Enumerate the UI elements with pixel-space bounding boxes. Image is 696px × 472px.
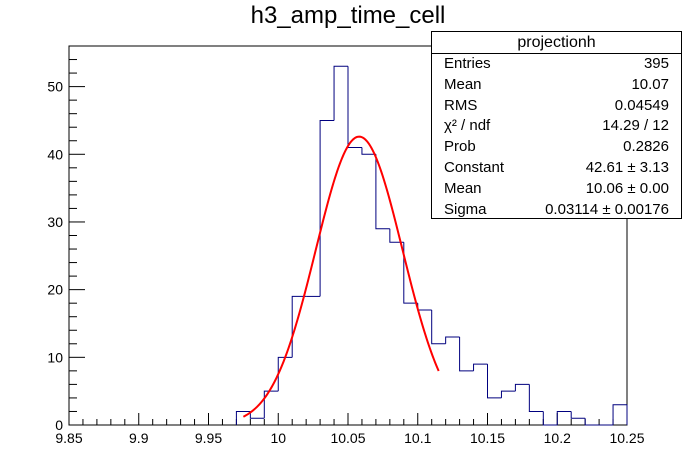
- stats-row-value: 0.03114 ± 0.00176: [545, 200, 669, 218]
- stats-row: Mean 10.07: [432, 75, 681, 96]
- stats-row: Sigma 0.03114 ± 0.00176: [432, 200, 681, 221]
- x-tick-label: 9.9: [129, 430, 149, 446]
- stats-row-label: RMS: [444, 96, 478, 114]
- stats-row: RMS 0.04549: [432, 96, 681, 117]
- stats-row: Mean 10.06 ± 0.00: [432, 179, 681, 200]
- histogram-bin: [570, 411, 586, 419]
- y-tick-label: 30: [47, 214, 63, 230]
- stats-row-value: 0.2826: [623, 138, 669, 156]
- histogram-bin: [249, 411, 265, 419]
- histogram-bin: [514, 383, 530, 392]
- stats-row: Constant 42.61 ± 3.13: [432, 158, 681, 179]
- chart-title: h3_amp_time_cell: [250, 2, 446, 29]
- stats-row-value: 0.04549: [614, 96, 669, 114]
- histogram-bin: [375, 154, 390, 230]
- x-tick-label: 10.05: [330, 430, 365, 446]
- x-tick-label: 10: [270, 430, 286, 446]
- y-tick-label: 20: [47, 282, 63, 298]
- stats-row-label: Entries: [444, 55, 491, 72]
- stats-row-label: Mean: [444, 179, 482, 197]
- stats-row: χ² / ndf 14.29 / 12: [432, 116, 681, 137]
- histogram-bin: [389, 228, 404, 243]
- stats-box: projectionh Entries 395 Mean 10.07 RMS 0.0454…: [431, 31, 682, 219]
- histogram-bin: [319, 119, 335, 297]
- histogram-bin: [528, 384, 544, 412]
- stats-row-label: Constant: [444, 158, 505, 176]
- histogram-bin: [584, 418, 600, 426]
- stats-row: Entries 395: [432, 54, 681, 75]
- x-tick-label: 9.95: [195, 430, 222, 446]
- stats-row-label: Sigma: [444, 200, 487, 218]
- histogram-bin: [347, 66, 362, 149]
- histogram-bin: [403, 242, 418, 304]
- histogram-bin: [542, 411, 558, 426]
- stats-row-label: Mean: [444, 75, 482, 93]
- stats-row-label: χ² / ndf: [444, 117, 491, 135]
- stats-row-label: Prob: [444, 138, 476, 156]
- histogram-bin: [361, 147, 376, 155]
- histogram-bin: [333, 65, 348, 121]
- histogram-bin: [417, 303, 432, 311]
- histogram-bin: [431, 309, 446, 345]
- histogram-bin: [487, 364, 502, 399]
- histogram-bin: [473, 363, 488, 371]
- histogram-bin: [235, 410, 251, 425]
- stats-row-value: 10.07: [631, 75, 669, 93]
- x-tick-label: 10.25: [609, 430, 644, 446]
- stats-row: Prob 0.2826: [432, 137, 681, 158]
- x-tick-label: 10.2: [544, 430, 571, 446]
- stats-row-value: 395: [643, 55, 669, 72]
- histogram-bin: [445, 336, 460, 344]
- histogram-bin: [612, 404, 627, 425]
- tick-labels: 9.85 9.9 9.95 10 10.05 10.1 10.15 10.2 10.25 0 10 2…: [47, 79, 644, 446]
- gaussian-fit: [242, 135, 440, 418]
- histogram-bin: [500, 390, 516, 398]
- fit-curve: [242, 135, 440, 418]
- y-tick-label: 50: [47, 79, 63, 95]
- stats-row-value: 14.29 / 12: [602, 117, 669, 135]
- histogram-bin: [263, 390, 279, 419]
- stats-box-title: projectionh: [432, 32, 681, 54]
- histogram-bin: [556, 410, 572, 425]
- y-tick-label: 40: [47, 146, 63, 162]
- histogram-bin: [277, 356, 293, 392]
- x-tick-label: 10.1: [404, 430, 431, 446]
- histogram-bin: [459, 337, 474, 372]
- stats-rows: Entries 395 Mean 10.07 RMS 0.04549 χ² / ndf 14.…: [432, 54, 681, 220]
- y-tick-label: 0: [55, 417, 63, 433]
- histogram-bin: [291, 295, 307, 358]
- x-tick-label: 9.85: [55, 430, 82, 446]
- y-tick-label: 10: [47, 349, 63, 365]
- stats-row-value: 10.06 ± 0.00: [585, 179, 669, 197]
- stats-row-value: 42.61 ± 3.13: [585, 158, 669, 176]
- x-tick-label: 10.15: [470, 430, 505, 446]
